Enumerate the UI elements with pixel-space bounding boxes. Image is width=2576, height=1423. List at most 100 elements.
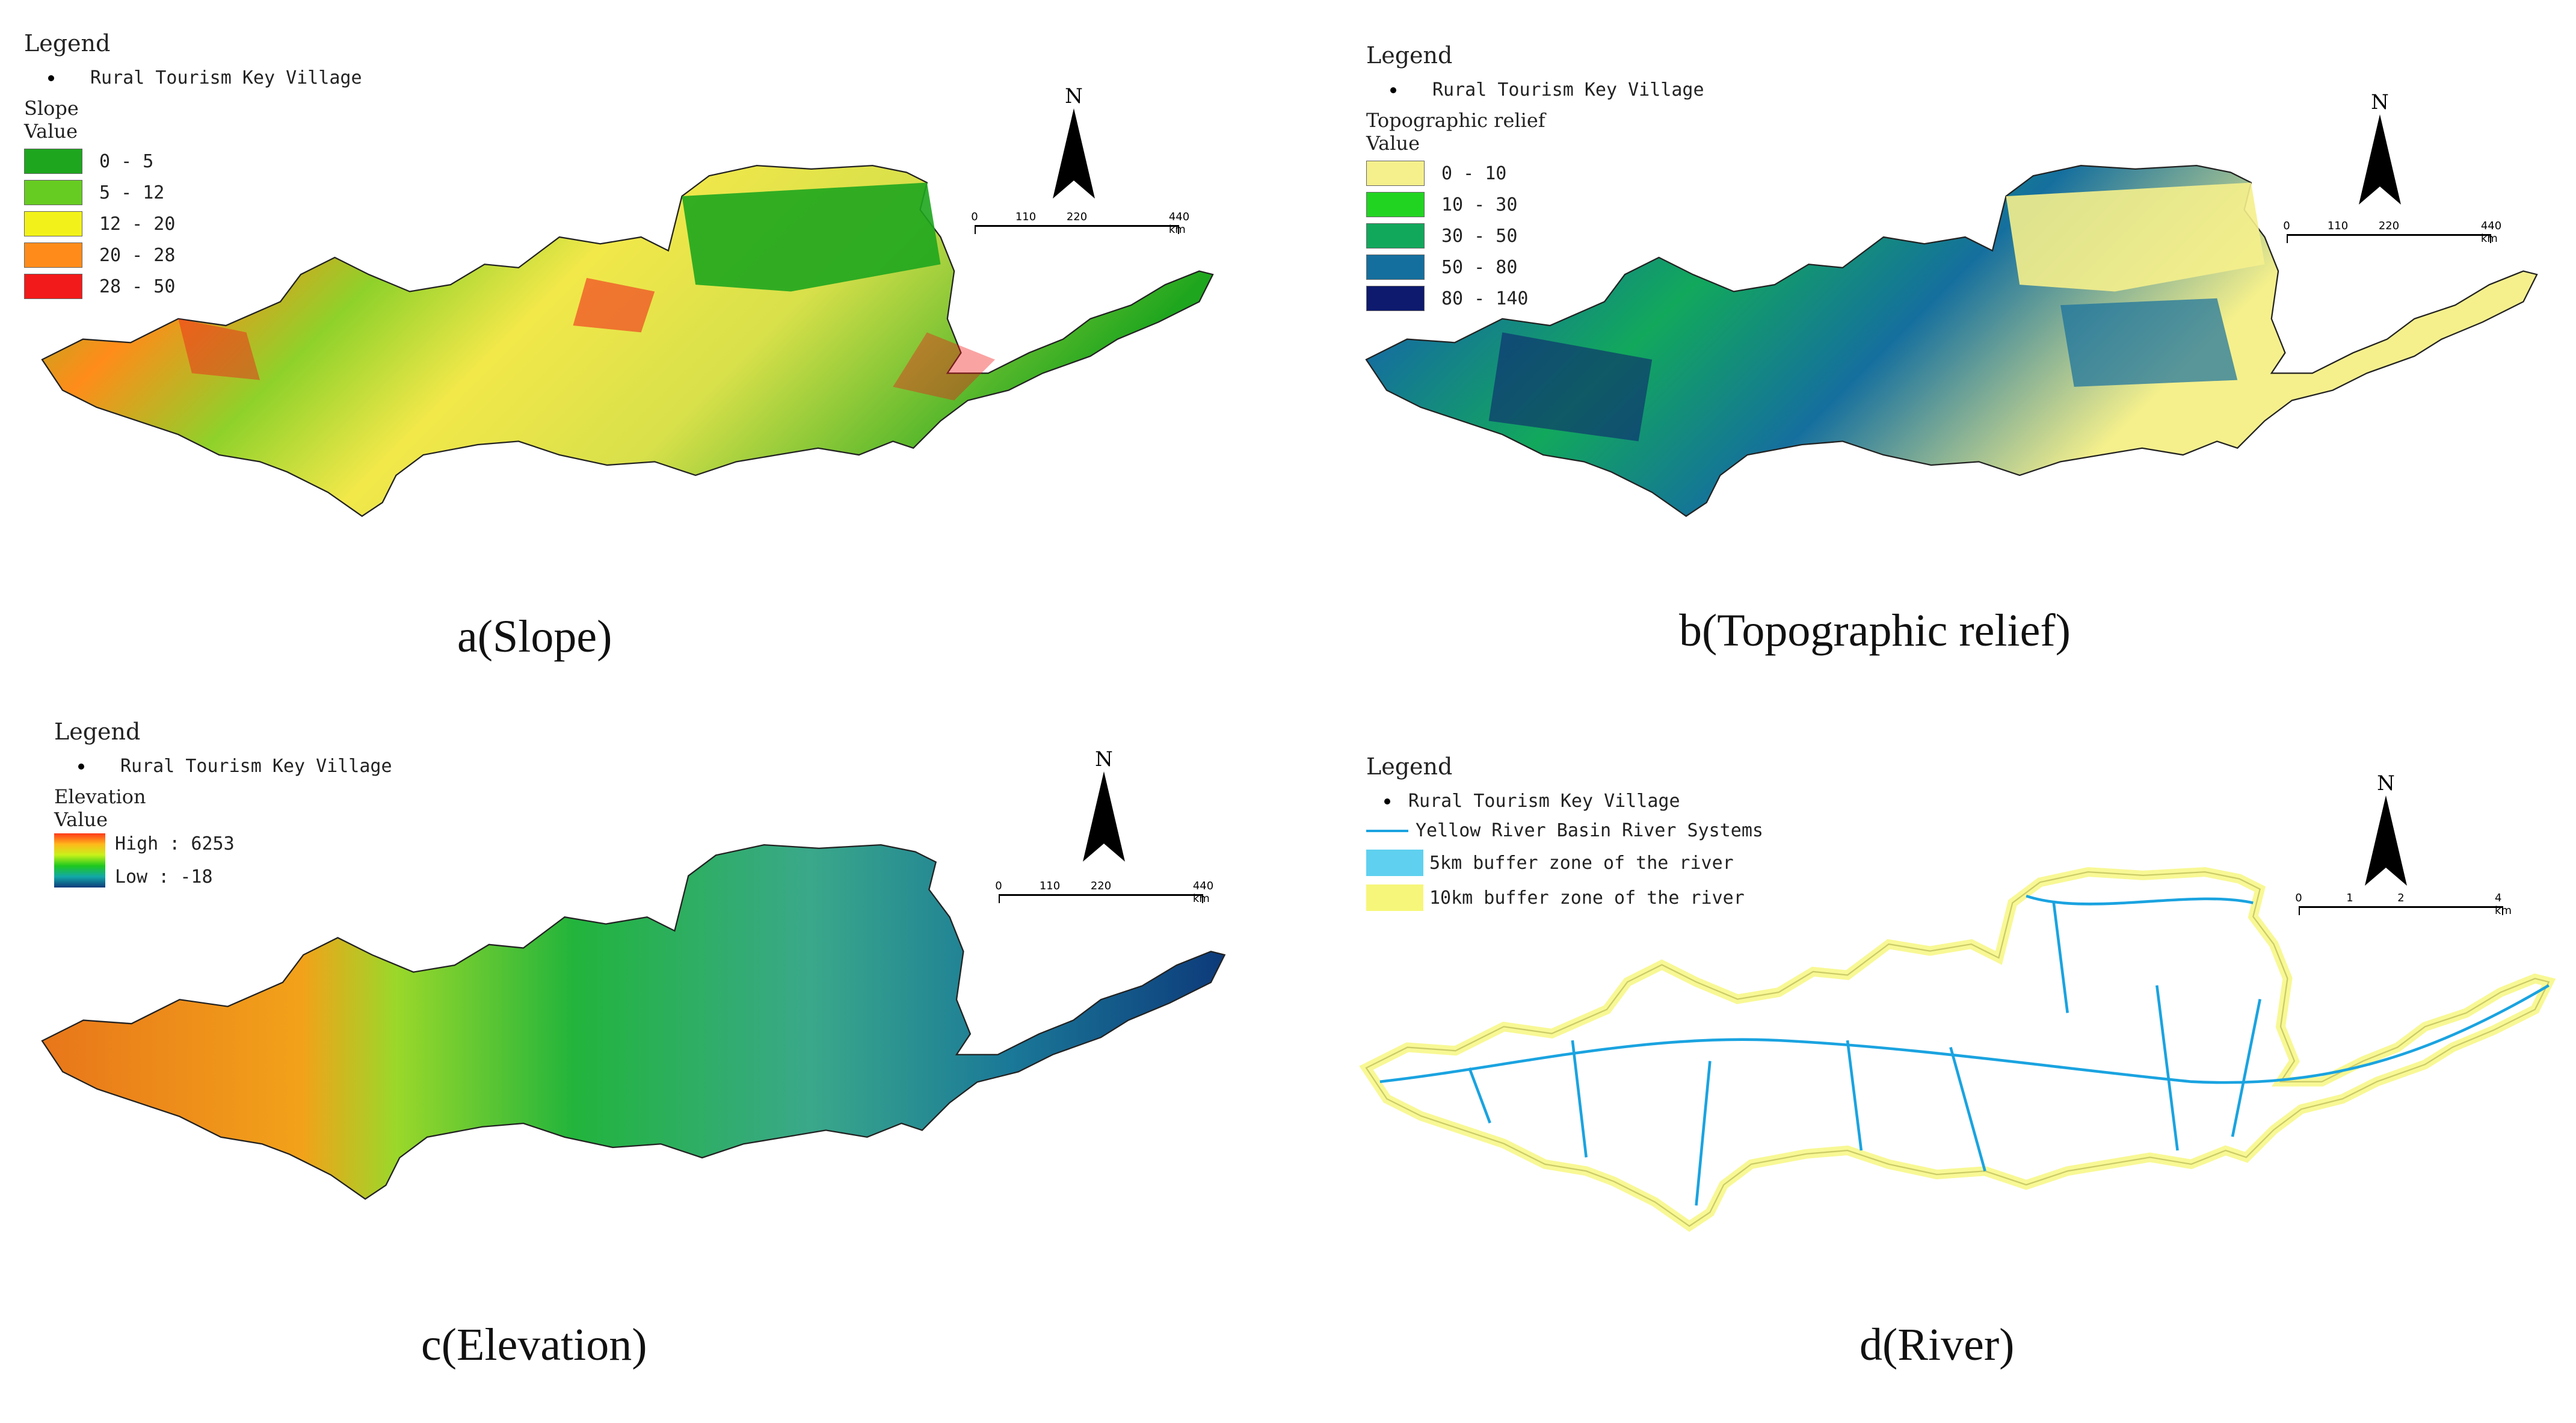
- elevation-low-label: Low : -18: [115, 866, 213, 887]
- legend-village-item: Rural Tourism Key Village: [1366, 79, 1704, 100]
- legend-class-item: 0 - 10: [1366, 161, 1704, 186]
- legend-class-label: 80 - 140: [1441, 288, 1529, 309]
- legend-class-swatch: [1366, 192, 1425, 217]
- village-dot-icon: [1384, 798, 1390, 804]
- panel-slope: Legend Rural Tourism Key Village Slope V…: [0, 0, 1288, 711]
- legend-variable: Slope: [24, 97, 79, 120]
- legend-class-label: 50 - 80: [1441, 256, 1518, 278]
- caption-elevation: c(Elevation): [421, 1320, 647, 1370]
- river-line-icon: [1366, 829, 1408, 832]
- north-arrow-icon: N: [1047, 84, 1101, 204]
- legend-classes: 0 - 5 5 - 12 12 - 20 20 - 28 28 - 50: [24, 149, 362, 299]
- legend-relief: Legend Rural Tourism Key Village Topogra…: [1366, 42, 1704, 311]
- legend-classes: 0 - 10 10 - 30 30 - 50 50 - 80 80 - 140: [1366, 161, 1704, 311]
- legend-buffer5-item: 5km buffer zone of the river: [1366, 850, 1763, 876]
- legend-class-swatch: [1366, 255, 1425, 280]
- legend-class-label: 0 - 10: [1441, 162, 1507, 184]
- legend-class-swatch: [24, 180, 82, 205]
- legend-class-swatch: [1366, 286, 1425, 311]
- legend-class-label: 30 - 50: [1441, 225, 1518, 247]
- legend-value-label: Value: [54, 808, 108, 831]
- legend-value-label: Value: [1366, 132, 1420, 155]
- legend-class-swatch: [1366, 161, 1425, 186]
- scale-tick-label: 220: [2378, 220, 2400, 232]
- scale-tick-label: 220: [1066, 211, 1088, 223]
- legend-class-label: 0 - 5: [99, 150, 154, 172]
- north-arrow-icon: N: [2359, 771, 2413, 891]
- scale-bar: 0 110 220 440 km: [971, 211, 1189, 236]
- legend-title: Legend: [1366, 42, 1453, 69]
- scale-bar: 0 110 220 440 km: [995, 880, 1213, 905]
- elevation-high-label: High : 6253: [115, 833, 235, 854]
- legend-variable: Topographic relief: [1366, 109, 1545, 132]
- legend-class-item: 10 - 30: [1366, 192, 1704, 217]
- legend-class-label: 28 - 50: [99, 276, 176, 297]
- legend-class-item: 20 - 28: [24, 242, 362, 268]
- legend-buffer10-item: 10km buffer zone of the river: [1366, 884, 1763, 911]
- scale-tick-label: 110: [1039, 880, 1061, 892]
- village-dot-icon: [48, 75, 54, 81]
- elevation-ramp: High : 6253 Low : -18: [54, 833, 392, 887]
- village-dot-icon: [78, 763, 84, 770]
- legend-variable: Elevation: [54, 785, 146, 808]
- basin-map-relief: [1365, 165, 2538, 517]
- legend-class-swatch: [24, 274, 82, 299]
- scale-tick-label: 0: [2283, 220, 2290, 232]
- legend-class-label: 20 - 28: [99, 244, 176, 266]
- panel-elevation: Legend Rural Tourism Key Village Elevati…: [0, 711, 1288, 1423]
- scale-tick-label: 0: [971, 211, 978, 223]
- legend-class-label: 10 - 30: [1441, 194, 1518, 215]
- panel-relief: Legend Rural Tourism Key Village Topogra…: [1288, 0, 2576, 711]
- scale-tick-label: 110: [2327, 220, 2349, 232]
- scale-tick-label: 220: [1090, 880, 1112, 892]
- basin-map-river: [1366, 789, 2569, 1319]
- legend-class-item: 5 - 12: [24, 180, 362, 205]
- elevation-gradient-swatch: [54, 833, 105, 887]
- legend-class-swatch: [24, 211, 82, 236]
- legend-class-item: 50 - 80: [1366, 255, 1704, 280]
- scale-bar: 0 110 220 440 km: [2283, 220, 2501, 245]
- legend-river-item: Yellow River Basin River Systems: [1366, 820, 1763, 841]
- panel-river: Legend Rural Tourism Key Village Yellow …: [1288, 711, 2576, 1423]
- scale-tick-label: 110: [1015, 211, 1037, 223]
- legend-title: Legend: [24, 30, 111, 57]
- legend-class-item: 80 - 140: [1366, 286, 1704, 311]
- village-dot-icon: [1390, 87, 1396, 93]
- buffer10-swatch: [1366, 884, 1423, 911]
- legend-class-item: 28 - 50: [24, 274, 362, 299]
- legend-class-item: 12 - 20: [24, 211, 362, 236]
- basin-map-elevation: [41, 844, 1225, 1200]
- caption-slope: a(Slope): [457, 611, 612, 662]
- legend-title: Legend: [54, 718, 141, 745]
- legend-class-label: 5 - 12: [99, 182, 165, 203]
- legend-river: Legend Rural Tourism Key Village Yellow …: [1366, 753, 1763, 911]
- caption-river: d(River): [1860, 1320, 2015, 1370]
- legend-class-swatch: [24, 149, 82, 174]
- scale-tick-label: 440 km: [1192, 880, 1214, 905]
- scale-tick-label: 2: [2397, 892, 2405, 904]
- legend-class-label: 12 - 20: [99, 213, 176, 235]
- buffer5-swatch: [1366, 850, 1423, 876]
- legend-class-swatch: [24, 242, 82, 268]
- legend-village-item: Rural Tourism Key Village: [1366, 791, 1763, 812]
- north-arrow-icon: N: [2353, 90, 2407, 210]
- scale-tick-label: 0: [995, 880, 1002, 892]
- legend-elevation: Legend Rural Tourism Key Village Elevati…: [54, 718, 392, 887]
- caption-relief: b(Topographic relief): [1679, 605, 2071, 656]
- legend-class-item: 30 - 50: [1366, 223, 1704, 248]
- legend-value-label: Value: [24, 120, 78, 143]
- legend-village-item: Rural Tourism Key Village: [24, 67, 362, 88]
- basin-map-slope: [41, 165, 1214, 517]
- scale-bar: 0 1 2 4 km: [2295, 892, 2512, 917]
- scale-tick-label: 1: [2346, 892, 2353, 904]
- scale-tick-label: 440 km: [2480, 220, 2502, 245]
- legend-class-swatch: [1366, 223, 1425, 248]
- legend-class-item: 0 - 5: [24, 149, 362, 174]
- scale-tick-label: 4 km: [2495, 892, 2512, 917]
- north-arrow-icon: N: [1077, 747, 1131, 867]
- legend-village-item: Rural Tourism Key Village: [54, 756, 392, 777]
- scale-tick-label: 0: [2295, 892, 2302, 904]
- legend-title: Legend: [1366, 753, 1453, 780]
- scale-tick-label: 440 km: [1168, 211, 1190, 236]
- legend-slope: Legend Rural Tourism Key Village Slope V…: [24, 30, 362, 299]
